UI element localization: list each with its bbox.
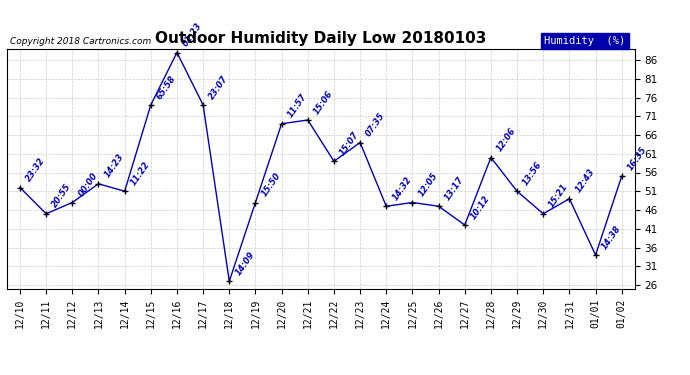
Text: Copyright 2018 Cartronics.com: Copyright 2018 Cartronics.com: [10, 38, 151, 46]
Text: 14:09: 14:09: [233, 250, 256, 277]
Text: 15:07: 15:07: [338, 130, 361, 157]
Text: 14:32: 14:32: [391, 175, 413, 202]
Text: 13:56: 13:56: [521, 160, 544, 187]
Text: 12:43: 12:43: [573, 167, 596, 195]
Text: 14:23: 14:23: [103, 152, 126, 180]
Text: 16:35: 16:35: [626, 145, 649, 172]
Text: Humidity  (%): Humidity (%): [544, 36, 625, 46]
Text: 15:06: 15:06: [312, 88, 335, 116]
Text: 15:50: 15:50: [259, 171, 282, 198]
Text: 23:32: 23:32: [24, 156, 47, 183]
Text: 65:58: 65:58: [155, 74, 178, 101]
Text: 00:00: 00:00: [77, 171, 99, 198]
Text: 14:38: 14:38: [600, 224, 622, 251]
Text: 13:17: 13:17: [443, 175, 466, 202]
Text: 12:06: 12:06: [495, 126, 518, 153]
Text: 11:22: 11:22: [129, 160, 152, 187]
Text: 12:05: 12:05: [417, 171, 440, 198]
Text: 20:55: 20:55: [50, 182, 73, 210]
Text: 10:12: 10:12: [469, 194, 492, 221]
Text: 07:35: 07:35: [364, 111, 387, 138]
Title: Outdoor Humidity Daily Low 20180103: Outdoor Humidity Daily Low 20180103: [155, 31, 486, 46]
Text: 11:57: 11:57: [286, 92, 308, 120]
Text: 15:21: 15:21: [547, 182, 570, 210]
Text: 01:23: 01:23: [181, 21, 204, 48]
Text: 23:07: 23:07: [207, 74, 230, 101]
